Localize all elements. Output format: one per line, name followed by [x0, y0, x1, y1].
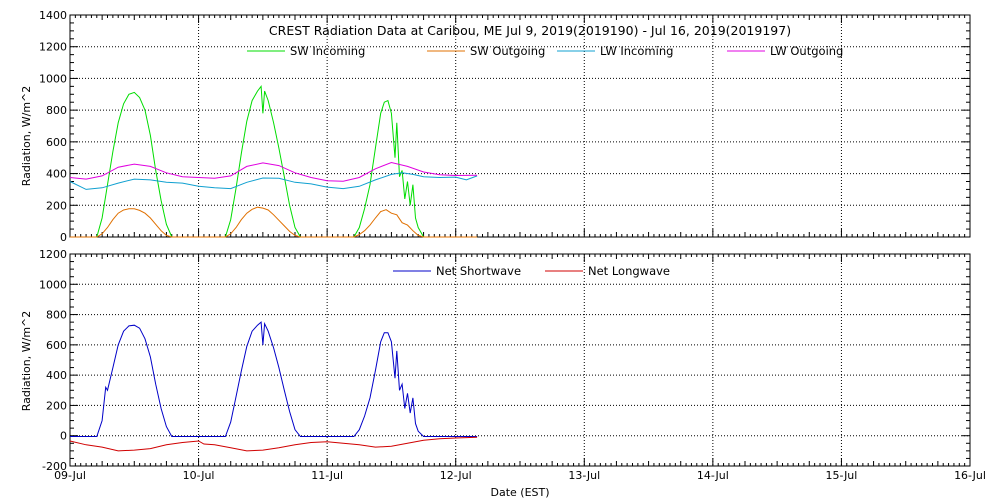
series-line-net-shortwave: [70, 321, 478, 437]
top-y-tick-label: 1400: [39, 9, 67, 22]
top-y-tick-label: 200: [46, 199, 67, 212]
top-y-tick-label: 1200: [39, 41, 67, 54]
chart-title: CREST Radiation Data at Caribou, ME Jul …: [269, 23, 791, 38]
legend-label-sw-outgoing: SW Outgoing: [470, 44, 545, 58]
x-tick-label: 16-Jul: [954, 469, 986, 482]
x-tick-label: 10-Jul: [183, 469, 215, 482]
series-line-lw-outgoing: [69, 161, 478, 182]
x-tick-label: 15-Jul: [825, 469, 857, 482]
series-line-sw-incoming: [70, 85, 478, 238]
x-tick-label: 11-Jul: [311, 469, 343, 482]
top-y-axis-label: Radiation, W/m^2: [20, 86, 33, 187]
bottom-y-tick-label: 200: [46, 399, 67, 412]
series-line-net-longwave: [69, 436, 478, 452]
x-tick-label: 09-Jul: [54, 469, 86, 482]
bottom-plot-frame: [69, 253, 971, 467]
bottom-y-tick-label: 400: [46, 369, 67, 382]
bottom-y-tick-label: 800: [46, 309, 67, 322]
top-y-tick-label: 1000: [39, 72, 67, 85]
bottom-y-tick-label: 1200: [39, 248, 67, 261]
top-y-tick-label: 800: [46, 104, 67, 117]
series-line-sw-outgoing: [70, 206, 478, 238]
bottom-y-tick-label: 0: [60, 430, 67, 443]
bottom-y-axis-label: Radiation, W/m^2: [20, 311, 33, 412]
bottom-y-tick-label: 1000: [39, 278, 67, 291]
legend-label-lw-outgoing: LW Outgoing: [770, 44, 843, 58]
legend-label-net-longwave: Net Longwave: [588, 264, 670, 278]
bottom-y-tick-label: -200: [42, 460, 67, 473]
x-tick-label: 14-Jul: [697, 469, 729, 482]
series-line-lw-incoming: [69, 172, 478, 190]
top-y-tick-label: 600: [46, 136, 67, 149]
top-y-tick-label: 400: [46, 168, 67, 181]
top-y-tick-label: 0: [60, 231, 67, 244]
x-tick-label: 12-Jul: [440, 469, 472, 482]
legend-label-lw-incoming: LW Incoming: [600, 44, 673, 58]
legend-label-sw-incoming: SW Incoming: [290, 44, 365, 58]
x-axis-label: Date (EST): [490, 486, 549, 499]
bottom-y-tick-label: 600: [46, 339, 67, 352]
x-tick-label: 13-Jul: [568, 469, 600, 482]
legend-label-net-shortwave: Net Shortwave: [436, 264, 521, 278]
